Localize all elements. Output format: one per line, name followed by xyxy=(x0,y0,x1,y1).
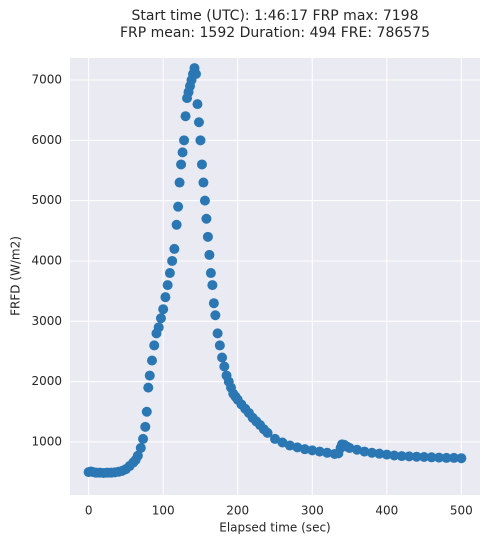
point xyxy=(173,201,184,212)
point xyxy=(162,280,173,291)
plot-area xyxy=(70,58,480,495)
point xyxy=(389,450,400,461)
x-tick-label: 400 xyxy=(375,504,398,518)
point xyxy=(171,219,182,230)
point xyxy=(176,159,187,170)
point xyxy=(205,268,216,279)
y-tick-label: 5000 xyxy=(31,193,62,207)
point xyxy=(322,447,333,458)
point xyxy=(359,446,370,457)
point xyxy=(132,450,143,461)
point xyxy=(174,177,185,188)
point xyxy=(141,406,152,417)
x-tick-label: 200 xyxy=(226,504,249,518)
point xyxy=(456,453,467,464)
point xyxy=(396,451,407,462)
point xyxy=(314,446,325,457)
y-tick-label: 3000 xyxy=(31,314,62,328)
point xyxy=(217,352,228,363)
x-tick-label: 500 xyxy=(450,504,473,518)
point xyxy=(199,195,210,206)
point xyxy=(210,310,221,321)
point xyxy=(144,370,155,381)
y-tick-label: 7000 xyxy=(31,73,62,87)
point xyxy=(192,99,203,110)
point xyxy=(160,292,171,303)
y-tick-label: 6000 xyxy=(31,133,62,147)
point xyxy=(204,249,215,260)
point xyxy=(381,449,392,460)
y-tick-label: 2000 xyxy=(31,374,62,388)
point xyxy=(219,361,230,372)
point xyxy=(153,322,164,333)
point xyxy=(208,298,219,309)
point xyxy=(202,231,213,242)
point xyxy=(190,68,201,79)
point xyxy=(404,451,415,462)
point xyxy=(169,243,180,254)
chart-title: Start time (UTC): 1:46:17 FRP max: 7198 xyxy=(132,8,419,24)
point xyxy=(270,433,280,444)
chart-title: FRP mean: 1592 Duration: 494 FRE: 786575 xyxy=(120,25,430,41)
point xyxy=(212,328,223,339)
point xyxy=(158,304,169,315)
point xyxy=(292,442,303,453)
point xyxy=(262,427,273,438)
point xyxy=(147,355,157,366)
point xyxy=(198,177,209,188)
point xyxy=(179,135,190,146)
point xyxy=(138,433,149,444)
point xyxy=(434,452,444,463)
point xyxy=(441,452,452,463)
point xyxy=(374,448,385,459)
x-tick-label: 0 xyxy=(85,504,93,518)
point xyxy=(366,447,377,458)
point xyxy=(214,340,225,351)
point xyxy=(284,440,295,451)
point xyxy=(411,451,422,462)
point xyxy=(167,255,178,266)
point xyxy=(177,147,188,158)
point xyxy=(201,213,212,224)
point xyxy=(149,340,160,351)
point xyxy=(180,111,191,122)
point xyxy=(419,452,430,462)
point xyxy=(196,159,207,170)
point xyxy=(448,452,459,463)
x-tick-label: 100 xyxy=(152,504,175,518)
point xyxy=(299,444,310,455)
x-axis-label: Elapsed time (sec) xyxy=(219,521,330,535)
y-tick-label: 1000 xyxy=(31,434,62,448)
point xyxy=(195,135,206,146)
y-tick-label: 4000 xyxy=(31,253,62,267)
point xyxy=(164,268,175,279)
point xyxy=(344,442,355,453)
point xyxy=(193,117,204,128)
point xyxy=(352,444,362,455)
x-tick-label: 300 xyxy=(301,504,324,518)
point xyxy=(207,280,218,291)
point xyxy=(140,421,151,432)
point xyxy=(143,382,154,393)
point xyxy=(155,313,166,324)
point xyxy=(135,442,146,453)
point xyxy=(307,445,318,456)
y-axis-label: FRFD (W/m2) xyxy=(9,236,23,316)
point xyxy=(426,452,437,463)
